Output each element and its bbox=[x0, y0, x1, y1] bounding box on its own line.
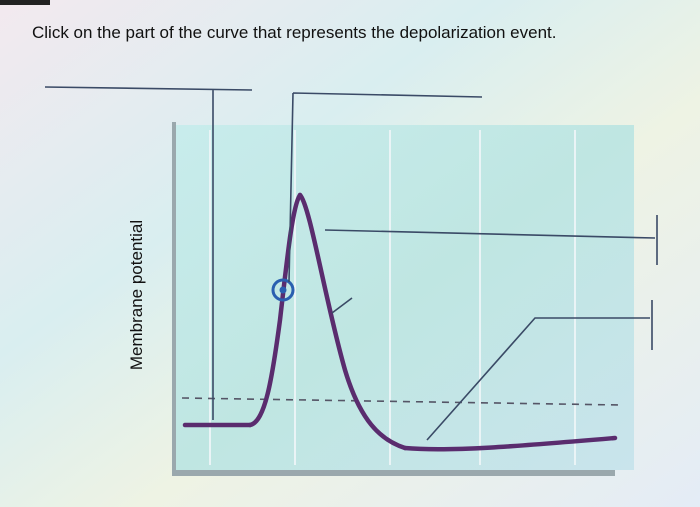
leader-line bbox=[288, 92, 483, 283]
selection-dot bbox=[279, 286, 287, 294]
grid bbox=[209, 130, 576, 465]
graph-panel bbox=[176, 125, 634, 470]
selection-marker[interactable] bbox=[271, 278, 295, 302]
panel-shadow bbox=[172, 470, 615, 476]
leader-line bbox=[324, 215, 658, 265]
top-bar bbox=[0, 0, 50, 5]
leader-line bbox=[426, 300, 653, 441]
leader-line bbox=[44, 86, 253, 420]
threshold-line bbox=[181, 397, 621, 406]
y-axis-label: Membrane potential bbox=[127, 220, 146, 370]
panel-edge bbox=[172, 122, 176, 474]
repolarization-segment[interactable] bbox=[297, 192, 408, 451]
leader-lines bbox=[44, 86, 658, 441]
leader-line bbox=[331, 297, 353, 314]
depolarization-segment[interactable] bbox=[247, 192, 303, 428]
hyperpolarization-segment[interactable] bbox=[402, 435, 618, 452]
question: Click on the part of the curve that repr… bbox=[32, 23, 556, 42]
